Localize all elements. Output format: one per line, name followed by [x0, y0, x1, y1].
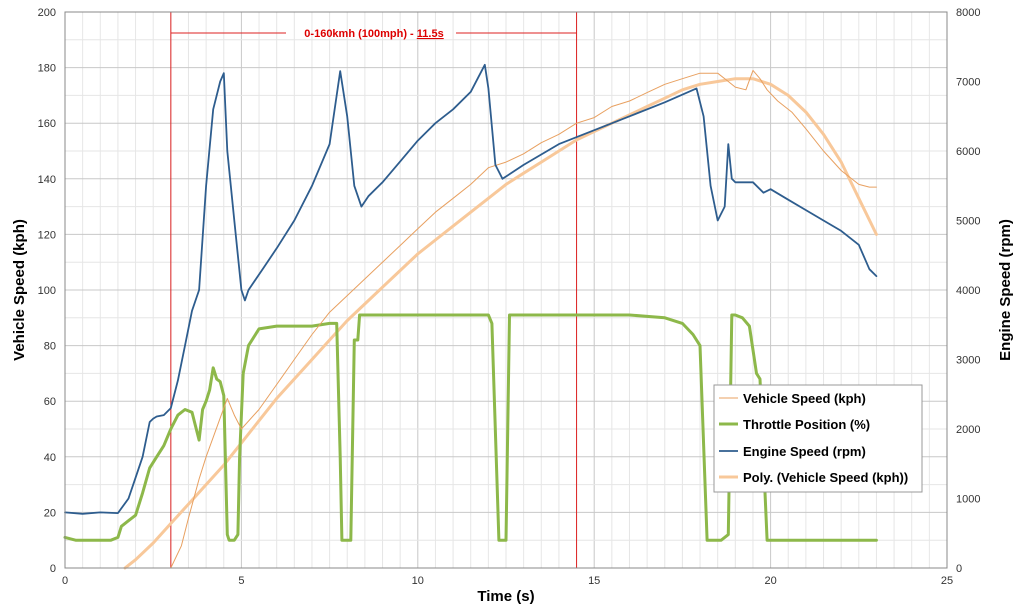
legend-box	[713, 384, 923, 493]
y-tick-label: 80	[44, 341, 56, 353]
y-tick-label: 100	[38, 285, 56, 297]
series-layer	[63, 63, 878, 570]
annotation-label: 0-160kmh (100mph) - 11.5s	[304, 28, 443, 40]
legend-label-engine-speed: Engine Speed (rpm)	[743, 444, 866, 459]
annotation-lines	[170, 12, 578, 568]
y-tick-label: 180	[38, 63, 56, 75]
y2-axis-title: Engine Speed (rpm)	[997, 219, 1014, 361]
x-tick-label: 0	[62, 575, 68, 587]
y-axis-title: Vehicle Speed (kph)	[11, 219, 28, 361]
y2-tick-label: 0	[956, 563, 962, 575]
x-tick-label: 15	[588, 575, 600, 587]
y-tick-label: 20	[44, 507, 56, 519]
x-tick-label: 10	[412, 575, 424, 587]
x-tick-label: 20	[764, 575, 776, 587]
x-tick-label: 5	[238, 575, 244, 587]
y2-tick-label: 1000	[956, 494, 980, 506]
legend: Vehicle Speed (kph) Throttle Position (%…	[713, 384, 923, 493]
y-tick-label: 120	[38, 229, 56, 241]
y2-tick-label: 8000	[956, 7, 980, 19]
legend-label-poly-trend: Poly. (Vehicle Speed (kph))	[743, 470, 908, 485]
legend-label-vehicle-speed: Vehicle Speed (kph)	[743, 391, 866, 406]
x-axis-title: Time (s)	[477, 588, 534, 605]
y-tick-label: 140	[38, 174, 56, 186]
y2-tick-label: 4000	[956, 285, 980, 297]
plot-area-border	[64, 11, 948, 569]
y-tick-label: 40	[44, 452, 56, 464]
series-line-1	[63, 313, 878, 542]
y2-tick-label: 5000	[956, 216, 980, 228]
y2-tick-label: 3000	[956, 355, 980, 367]
annotation-value: 11.5s	[417, 28, 444, 40]
y2-tick-label: 7000	[956, 77, 980, 89]
y-tick-label: 200	[38, 7, 56, 19]
y2-tick-label: 6000	[956, 146, 980, 158]
series-line-0	[170, 69, 877, 569]
x-tick-label: 25	[941, 575, 953, 587]
series-line-2	[64, 63, 878, 515]
tick-labels: 0 5 10 15 20 25020406080100120140160180200010…	[38, 7, 981, 587]
y-tick-label: 0	[50, 563, 56, 575]
legend-label-throttle: Throttle Position (%)	[743, 417, 870, 432]
y-tick-label: 160	[38, 118, 56, 130]
y-tick-label: 60	[44, 396, 56, 408]
y2-tick-label: 2000	[956, 424, 980, 436]
